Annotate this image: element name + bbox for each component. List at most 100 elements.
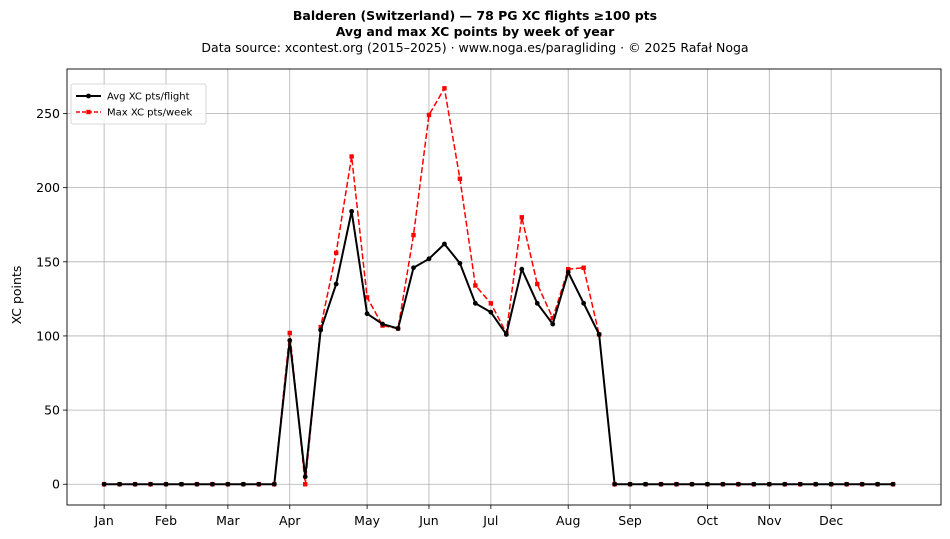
data-point xyxy=(519,266,525,272)
data-point xyxy=(550,315,555,321)
data-point xyxy=(735,481,741,487)
legend-label: Max XC pts/week xyxy=(107,108,192,119)
data-point xyxy=(302,474,308,480)
data-point xyxy=(550,321,556,327)
data-point xyxy=(318,327,324,333)
data-point xyxy=(535,281,540,287)
plot-frame xyxy=(66,68,942,506)
data-point xyxy=(333,250,339,256)
data-point xyxy=(643,481,648,487)
legend-marker xyxy=(86,93,91,99)
data-point xyxy=(148,481,153,487)
data-point xyxy=(488,309,494,315)
data-point xyxy=(426,256,432,262)
data-point xyxy=(859,481,865,487)
y-axis-ticks: 0 50 100 150 200 250 xyxy=(36,106,67,492)
data-point xyxy=(674,481,679,487)
data-point xyxy=(689,481,695,487)
x-tick-label: Mar xyxy=(216,513,240,528)
x-tick-label: Oct xyxy=(697,513,719,528)
data-point xyxy=(225,481,231,487)
series-max xyxy=(101,86,896,487)
data-point xyxy=(766,481,772,487)
legend-marker xyxy=(86,109,91,115)
data-point xyxy=(380,321,385,327)
data-point xyxy=(705,481,710,487)
data-point xyxy=(658,481,664,487)
legend-label: Avg XC pts/flight xyxy=(107,92,190,103)
x-tick-label: Jan xyxy=(93,513,113,528)
legend-box xyxy=(70,83,207,125)
series-avg xyxy=(101,208,896,487)
data-point xyxy=(442,86,447,91)
data-point xyxy=(101,481,107,487)
data-point xyxy=(240,481,246,487)
chart-title-line2: Avg and max XC points by week of year xyxy=(335,24,615,39)
data-point xyxy=(256,481,262,487)
legend: Avg XC pts/flight Max XC pts/week xyxy=(70,83,207,125)
x-tick-label: Jun xyxy=(418,513,439,528)
data-point xyxy=(210,481,215,487)
data-point xyxy=(426,112,432,118)
y-tick-label: 100 xyxy=(36,328,60,343)
chart-title-line1: Balderen (Switzerland) — 78 PG XC flight… xyxy=(292,8,658,23)
data-point xyxy=(751,481,757,487)
series-group xyxy=(101,86,896,487)
data-point xyxy=(565,269,571,275)
chart-subtitle: Data source: xcontest.org (2015–2025) · … xyxy=(201,40,749,55)
data-point xyxy=(581,265,586,270)
y-tick-label: 150 xyxy=(36,254,60,269)
x-tick-label: Jul xyxy=(482,513,498,528)
data-point xyxy=(457,260,463,266)
chart-titles: Balderen (Switzerland) — 78 PG XC flight… xyxy=(0,8,950,56)
grid-lines xyxy=(67,69,941,505)
data-point xyxy=(179,481,184,487)
data-point xyxy=(720,481,726,487)
data-point xyxy=(303,482,308,487)
data-point xyxy=(875,481,880,487)
data-point xyxy=(364,311,370,317)
y-tick-label: 0 xyxy=(52,477,60,492)
data-point xyxy=(797,481,803,487)
x-axis-ticks: Jan Feb Mar Apr May Jun Jul Aug Sep Oct Nov Dec xyxy=(93,505,843,528)
data-point xyxy=(411,232,416,238)
x-tick-label: Nov xyxy=(757,513,782,528)
series-line xyxy=(104,210,894,486)
data-point xyxy=(287,337,293,343)
data-point xyxy=(117,481,122,487)
data-point xyxy=(473,283,478,288)
x-tick-label: Feb xyxy=(155,513,177,528)
data-point xyxy=(163,481,169,487)
x-tick-label: Sep xyxy=(618,513,642,528)
data-point xyxy=(844,481,850,487)
data-point xyxy=(519,215,524,220)
data-point xyxy=(890,481,896,487)
data-point xyxy=(488,301,494,306)
data-point xyxy=(782,481,788,487)
data-point xyxy=(442,241,447,247)
x-tick-label: Apr xyxy=(279,513,301,528)
data-point xyxy=(534,300,540,306)
data-point xyxy=(349,208,355,214)
data-point xyxy=(395,326,401,331)
data-point xyxy=(271,481,277,487)
data-point xyxy=(565,267,571,272)
data-point xyxy=(411,265,416,271)
data-point xyxy=(503,332,509,337)
data-point xyxy=(132,481,138,487)
y-tick-label: 50 xyxy=(44,403,60,418)
data-point xyxy=(194,481,200,487)
data-point xyxy=(287,330,292,336)
data-point xyxy=(813,481,819,487)
data-point xyxy=(333,281,339,287)
data-point xyxy=(364,295,370,300)
x-tick-label: May xyxy=(354,513,380,528)
data-point xyxy=(627,481,633,487)
data-point xyxy=(596,332,602,337)
data-point xyxy=(472,300,478,306)
data-point xyxy=(349,154,354,159)
data-point xyxy=(612,481,618,487)
x-tick-label: Aug xyxy=(556,513,580,528)
y-axis-label: XC points xyxy=(9,266,24,325)
